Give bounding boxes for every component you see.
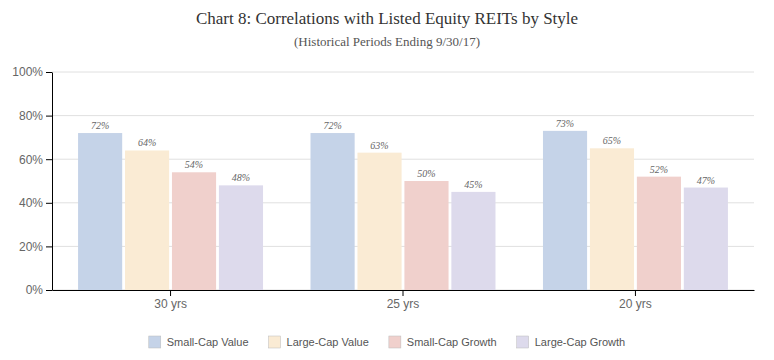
subtitle: (Historical Periods Ending 9/30/17) (294, 34, 480, 49)
bar (219, 185, 263, 290)
y-axis: 0% 20% 40% 60% 80% 100% (12, 65, 52, 297)
bar (172, 172, 216, 290)
legend-item: Large-Cap Growth (517, 336, 626, 348)
data-label: 73% (556, 118, 574, 129)
y-tick: 100% (12, 65, 52, 79)
legend: Small-Cap Value Large-Cap Value Small-Cap … (149, 336, 625, 348)
y-tick: 40% (19, 196, 52, 210)
y-tick-label: 20% (19, 240, 43, 254)
y-tick-label: 0% (26, 283, 44, 297)
y-tick: 0% (26, 283, 52, 297)
x-tick-mark (403, 290, 404, 296)
grid (52, 72, 754, 290)
x-tick-label: 25 yrs (387, 297, 420, 311)
y-tick-mark (46, 72, 52, 73)
data-label: 45% (464, 179, 482, 190)
y-axis-line (52, 73, 53, 291)
x-tick: 20 yrs (619, 290, 652, 311)
bar (78, 133, 122, 290)
data-labels: 72% 72% 73% 64% 63% 65% 54% 50% 52% 48% 45% 47% (91, 118, 715, 190)
data-label: 48% (232, 172, 250, 183)
y-tick-mark (46, 290, 52, 291)
x-tick: 30 yrs (154, 290, 187, 311)
legend-swatch (517, 336, 529, 348)
legend-label: Large-Cap Growth (535, 336, 626, 348)
bar (357, 153, 401, 290)
data-label: 50% (417, 168, 435, 179)
y-tick-label: 80% (19, 109, 43, 123)
x-tick-label: 30 yrs (154, 297, 187, 311)
legend-label: Small-Cap Growth (407, 336, 497, 348)
data-label: 72% (91, 120, 109, 131)
x-axis: 30 yrs 25 yrs 20 yrs (53, 290, 755, 311)
bar (637, 177, 681, 290)
y-tick: 80% (19, 109, 52, 123)
bar (311, 133, 355, 290)
legend-item: Small-Cap Value (149, 336, 249, 348)
data-label: 47% (697, 175, 715, 186)
legend-item: Small-Cap Growth (389, 336, 497, 348)
grid-line (52, 72, 754, 73)
legend-item: Large-Cap Value (269, 336, 369, 348)
y-tick: 20% (19, 240, 52, 254)
legend-swatch (149, 336, 161, 348)
y-tick: 60% (19, 153, 52, 167)
y-tick-mark (46, 116, 52, 117)
legend-label: Large-Cap Value (287, 336, 369, 348)
bar (684, 188, 728, 290)
y-tick-mark (46, 159, 52, 160)
data-label: 63% (370, 140, 388, 151)
y-tick-mark (46, 203, 52, 204)
y-tick-label: 40% (19, 196, 43, 210)
legend-swatch (389, 336, 401, 348)
legend-swatch (269, 336, 281, 348)
chart: Chart 8: Correlations with Listed Equity… (0, 0, 774, 360)
legend-label: Small-Cap Value (167, 336, 249, 348)
y-tick-label: 100% (12, 65, 43, 79)
data-label: 54% (185, 159, 203, 170)
x-tick: 25 yrs (387, 290, 420, 311)
bar (451, 192, 495, 290)
title: Chart 8: Correlations with Listed Equity… (196, 9, 578, 28)
bar (404, 181, 448, 290)
bar (590, 148, 634, 290)
x-tick-label: 20 yrs (619, 297, 652, 311)
data-label: 65% (603, 135, 621, 146)
y-tick-label: 60% (19, 153, 43, 167)
bars (78, 131, 728, 290)
x-tick-mark (635, 290, 636, 296)
bar (543, 131, 587, 290)
y-tick-mark (46, 246, 52, 247)
grid-line (52, 115, 754, 116)
data-label: 64% (138, 137, 156, 148)
x-tick-mark (170, 290, 171, 296)
data-label: 52% (650, 164, 668, 175)
bar (125, 150, 169, 290)
data-label: 72% (323, 120, 341, 131)
